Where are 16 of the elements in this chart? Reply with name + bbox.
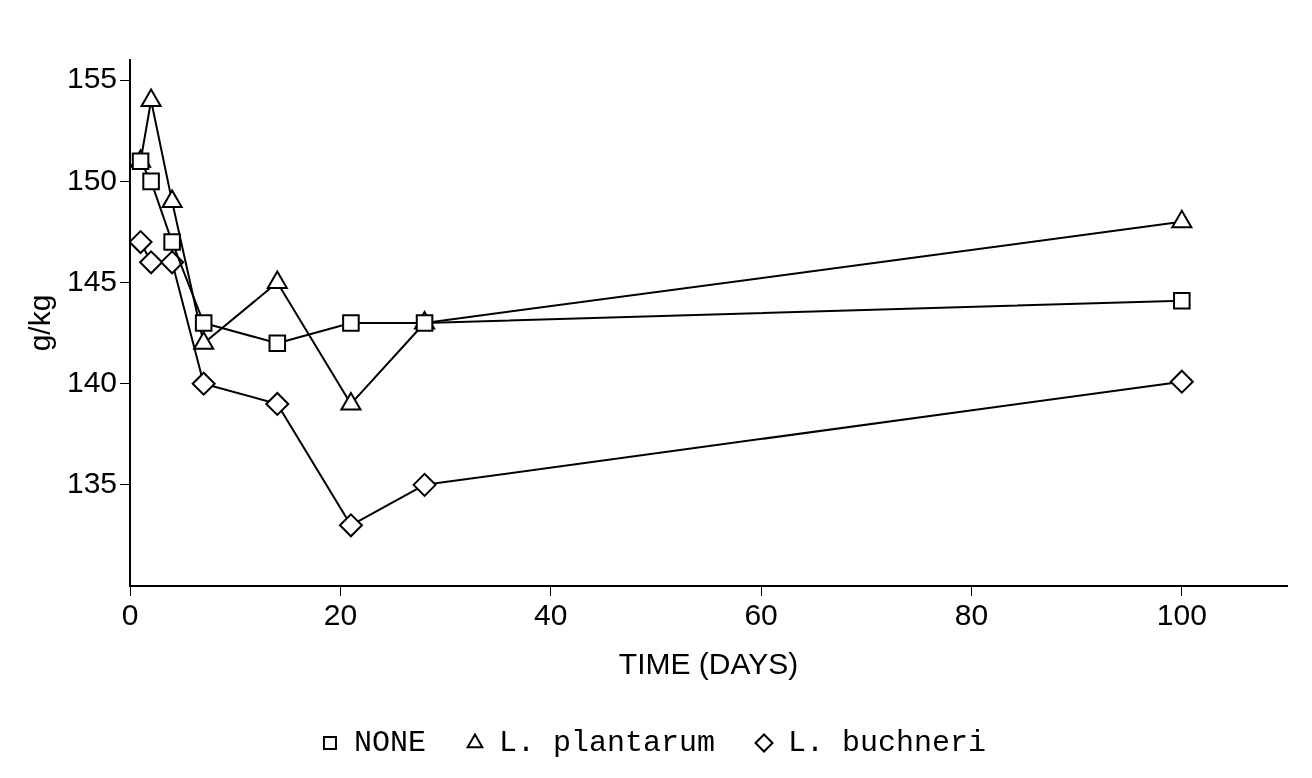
y-axis-title: g/kg bbox=[23, 294, 57, 352]
y-tick-label: 145 bbox=[66, 263, 118, 297]
legend-label: L. plantarum bbox=[498, 725, 716, 760]
x-tick-label: 60 bbox=[744, 598, 778, 632]
y-tick-label: 150 bbox=[66, 162, 118, 196]
y-tick-label: 135 bbox=[66, 466, 118, 500]
x-tick-label: 100 bbox=[1156, 598, 1207, 632]
x-tick-label: 20 bbox=[323, 598, 358, 632]
y-tick-label: 155 bbox=[66, 61, 118, 95]
legend-label: NONE bbox=[353, 725, 426, 760]
y-tick-label: 140 bbox=[66, 364, 118, 398]
x-tick-label: 80 bbox=[954, 598, 989, 632]
x-tick-label: 40 bbox=[534, 598, 568, 632]
x-tick-label: 0 bbox=[121, 598, 139, 632]
legend-label: L. buchneri bbox=[788, 725, 987, 760]
x-axis-title: TIME (DAYS) bbox=[618, 647, 799, 681]
